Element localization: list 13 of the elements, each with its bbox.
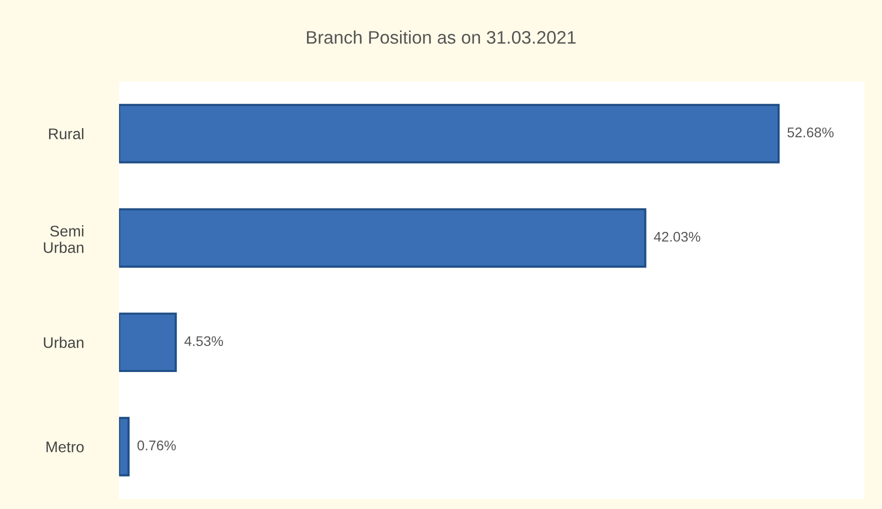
- data-label: 0.76%: [137, 440, 176, 450]
- y-tick-label: Metro: [46, 442, 84, 452]
- data-label: 4.53%: [184, 336, 224, 346]
- bar: [119, 104, 780, 164]
- chart-title: Branch Position as on 31.03.2021: [306, 30, 576, 44]
- bar: [119, 208, 646, 268]
- y-tick-label: Rural: [49, 128, 84, 140]
- y-tick-label: Urban: [44, 336, 84, 348]
- data-label: 52.68%: [788, 128, 834, 138]
- bar: [119, 416, 130, 476]
- bar: [119, 312, 177, 372]
- data-label: 42.03%: [654, 232, 700, 242]
- y-tick-label: Semi Urban: [44, 225, 84, 253]
